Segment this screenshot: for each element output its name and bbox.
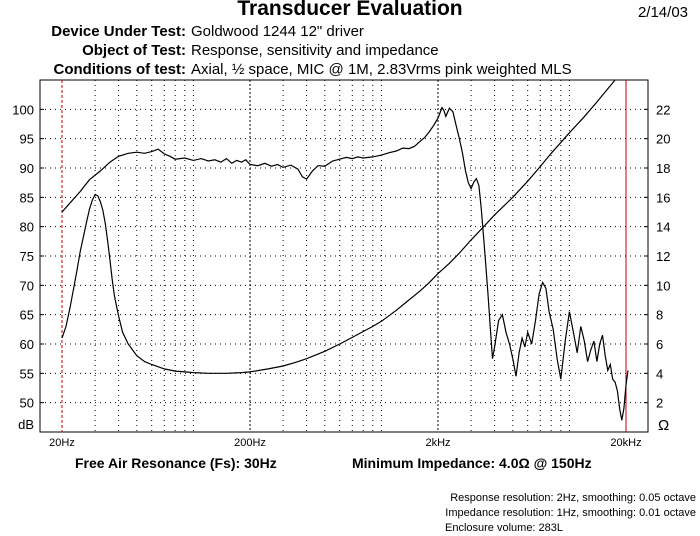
info-value-device: Goldwood 1244 12" driver	[191, 23, 364, 40]
y-axis-label-right: Ω	[658, 417, 669, 434]
fs-readout: Free Air Resonance (Fs): 30Hz	[75, 455, 277, 471]
x-tick-label: 2kHz	[425, 437, 450, 449]
y-tick-label-right: 8	[656, 308, 663, 323]
y-tick-label-right: 20	[656, 132, 670, 147]
info-label-conditions: Conditions of test:	[53, 61, 186, 78]
x-tick-label: 20Hz	[49, 437, 75, 449]
y-tick-label-right: 10	[656, 278, 670, 293]
x-tick-label: 200Hz	[234, 437, 266, 449]
y-tick-label-left: 80	[20, 220, 34, 235]
y-tick-label-left: 60	[20, 337, 34, 352]
y-tick-label-right: 16	[656, 190, 670, 205]
y-tick-label-right: 22	[656, 102, 670, 117]
y-tick-label-left: 90	[20, 161, 34, 176]
note-impedance-resolution: Impedance resolution: 1Hz, smoothing: 0.…	[445, 507, 696, 519]
info-value-object: Response, sensitivity and impedance	[191, 42, 439, 59]
info-label-object: Object of Test:	[82, 42, 186, 59]
page-title: Transducer Evaluation	[237, 0, 463, 20]
x-tick-label: 20kHz	[610, 437, 641, 449]
info-value-conditions: Axial, ½ space, MIC @ 1M, 2.83Vrms pink …	[191, 61, 572, 78]
info-row-conditions: Conditions of test: Axial, ½ space, MIC …	[0, 60, 700, 79]
test-info: Device Under Test: Goldwood 1244 12" dri…	[0, 22, 700, 79]
test-date: 2/14/03	[637, 4, 688, 21]
series-line-response	[61, 106, 629, 421]
y-tick-label-left: 95	[20, 132, 34, 147]
y-tick-label-left: 65	[20, 308, 34, 323]
y-tick-label-right: 12	[656, 249, 670, 264]
y-tick-label-left: 55	[20, 366, 34, 381]
info-label-device: Device Under Test:	[51, 23, 186, 40]
y-tick-label-left: 75	[20, 249, 34, 264]
min-impedance-readout: Minimum Impedance: 4.0Ω @ 150Hz	[352, 455, 592, 471]
note-response-resolution: Response resolution: 2Hz, smoothing: 0.0…	[450, 492, 696, 504]
y-tick-label-right: 18	[656, 161, 670, 176]
y-tick-label-right: 14	[656, 220, 670, 235]
note-enclosure-volume: Enclosure volume: 283L	[445, 522, 564, 534]
y-axis-label-left: dB	[18, 417, 34, 432]
y-tick-label-left: 70	[20, 278, 34, 293]
y-tick-label-right: 4	[656, 366, 663, 381]
y-tick-label-right: 2	[656, 396, 663, 411]
y-tick-label-left: 85	[20, 190, 34, 205]
series-line-impedance	[61, 80, 616, 374]
y-tick-label-right: 6	[656, 337, 663, 352]
plot-frame	[39, 79, 649, 433]
info-row-object: Object of Test: Response, sensitivity an…	[0, 41, 700, 60]
y-tick-label-left: 100	[12, 102, 34, 117]
info-row-device: Device Under Test: Goldwood 1244 12" dri…	[0, 22, 700, 41]
y-tick-label-left: 50	[20, 396, 34, 411]
